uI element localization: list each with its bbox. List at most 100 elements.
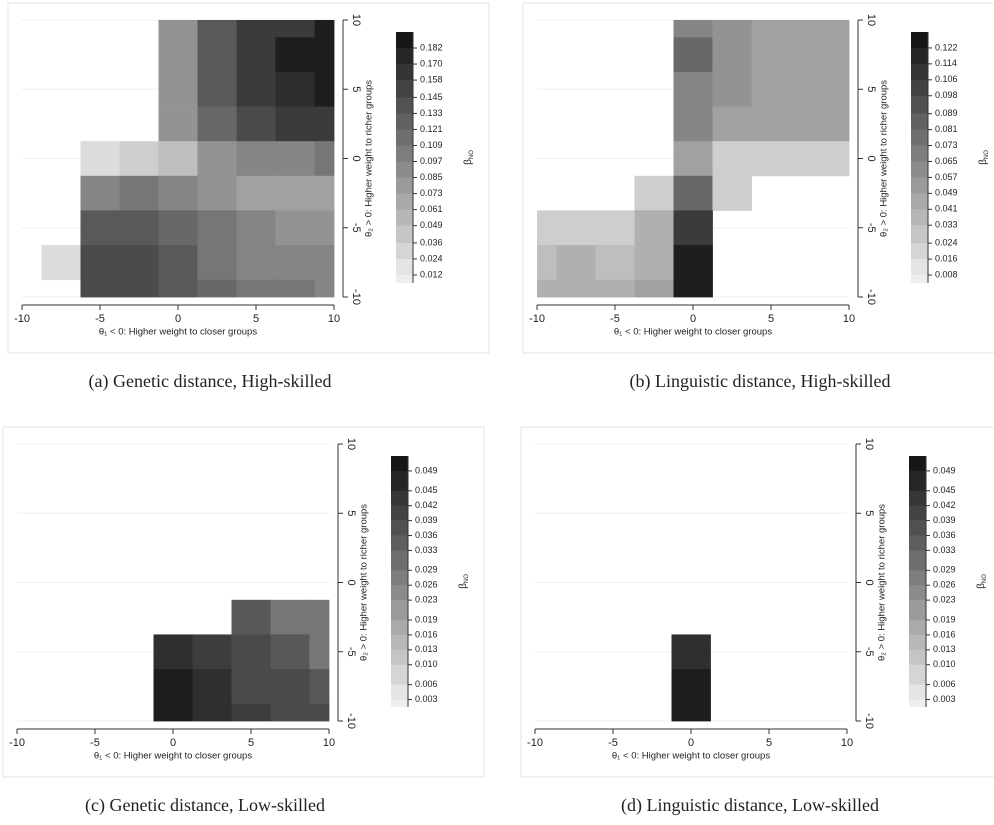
- heatmap-cell: [80, 245, 120, 281]
- heatmap-cell: [309, 703, 330, 722]
- x-tick-label: -5: [608, 737, 618, 749]
- colorbar-tick-label: 0.045: [933, 485, 956, 495]
- colorbar-bin: [911, 79, 928, 97]
- colorbar-title: βNO: [976, 574, 988, 589]
- heatmap-cell: [192, 703, 232, 722]
- colorbar-tick-label: 0.045: [415, 485, 438, 495]
- heatmap-cell: [119, 141, 159, 177]
- y-tick-label: -5: [865, 223, 877, 233]
- heatmap-cell: [231, 703, 271, 722]
- colorbar-tick-label: 0.122: [935, 42, 958, 52]
- heatmap-cell: [236, 141, 276, 177]
- colorbar-bin: [909, 550, 926, 571]
- caption: (c) Genetic distance, Low-skilled: [85, 795, 325, 816]
- heatmap-cell: [236, 279, 276, 298]
- colorbar-tick-label: 0.121: [420, 124, 443, 134]
- panel-frame: [520, 426, 994, 778]
- panel-frame: [7, 2, 490, 354]
- colorbar-tick-label: 0.049: [935, 188, 958, 198]
- y-tick-label: 0: [865, 155, 877, 161]
- colorbar-tick-label: 0.029: [415, 565, 438, 575]
- y-axis-title: θ₂ > 0: Higher weight to richer groups: [877, 504, 888, 661]
- colorbar-bin: [396, 145, 413, 162]
- colorbar-bin: [391, 456, 408, 472]
- colorbar-title-symbol: β: [463, 159, 474, 165]
- heatmap-cell: [158, 279, 198, 298]
- heatmap-cell: [153, 669, 193, 705]
- colorbar-tick-label: 0.041: [935, 204, 958, 214]
- colorbar-tick-label: 0.013: [933, 644, 956, 654]
- heatmap-cell: [158, 37, 198, 73]
- colorbar-bin: [911, 63, 928, 81]
- heatmap-cell: [537, 210, 557, 246]
- heatmap-cell: [275, 279, 315, 298]
- colorbar-bin: [396, 113, 413, 130]
- colorbar-tick-label: 0.006: [415, 679, 438, 689]
- heatmap-cell: [158, 175, 198, 211]
- heatmap-cell: [197, 245, 237, 281]
- colorbar-bin: [909, 585, 926, 601]
- colorbar-tick-label: 0.133: [420, 108, 443, 118]
- colorbar-tick-label: 0.033: [415, 545, 438, 555]
- colorbar-tick-label: 0.016: [415, 629, 438, 639]
- heatmap-cell: [192, 634, 232, 670]
- y-tick-label: 0: [345, 579, 357, 585]
- heatmap-cell: [236, 71, 276, 107]
- colorbar-tick-label: 0.049: [933, 465, 956, 475]
- colorbar-title-symbol: β: [978, 159, 989, 165]
- colorbar-tick-label: 0.029: [933, 565, 956, 575]
- x-tick-label: 10: [323, 737, 335, 749]
- colorbar-title-symbol: β: [976, 583, 987, 589]
- colorbar-bin: [911, 32, 928, 49]
- heatmap-cell: [275, 141, 315, 177]
- heatmap-cell: [829, 20, 850, 38]
- colorbar-bin: [391, 505, 408, 521]
- colorbar-tick-label: 0.109: [420, 140, 443, 150]
- heatmap-cell: [712, 37, 752, 73]
- heatmap-cell: [197, 20, 237, 38]
- heatmap-cell: [712, 106, 752, 142]
- y-tick-label: 5: [865, 86, 877, 92]
- colorbar-title-symbol: β: [458, 583, 469, 589]
- heatmap-cell: [192, 669, 232, 705]
- colorbar-tick-label: 0.008: [935, 269, 958, 279]
- colorbar-bin: [911, 161, 928, 178]
- heatmap-cell: [236, 175, 276, 211]
- heatmap-cell: [119, 210, 159, 246]
- x-tick-label: -10: [527, 737, 543, 749]
- heatmap-cell: [595, 279, 635, 298]
- colorbar-tick-label: 0.010: [933, 659, 956, 669]
- heatmap-cell: [314, 106, 335, 142]
- colorbar-tick-label: 0.036: [420, 237, 443, 247]
- heatmap-cell: [119, 245, 159, 281]
- heatmap-cell: [270, 634, 310, 670]
- colorbar-tick-label: 0.019: [415, 614, 438, 624]
- heatmap-cell: [197, 279, 237, 298]
- heatmap-cell: [790, 37, 830, 73]
- colorbar-tick-label: 0.073: [935, 140, 958, 150]
- x-tick-label: -10: [529, 313, 545, 325]
- colorbar-bin: [911, 259, 928, 276]
- heatmap-cell: [119, 279, 159, 298]
- colorbar-bin: [909, 634, 926, 651]
- heatmap-cell: [556, 279, 596, 298]
- colorbar-bin: [396, 225, 413, 244]
- heatmap-cell: [197, 141, 237, 177]
- colorbar-title-subscript: NO: [464, 574, 470, 583]
- panel-frame: [522, 2, 994, 354]
- colorbar-tick-label: 0.023: [933, 595, 956, 605]
- heatmap-cell: [751, 20, 791, 38]
- colorbar-tick-label: 0.170: [420, 58, 443, 68]
- y-tick-label: 0: [350, 155, 362, 161]
- heatmap-cell: [275, 210, 315, 246]
- colorbar-tick-label: 0.049: [420, 220, 443, 230]
- heatmap-cell: [275, 20, 315, 38]
- colorbar-bin: [911, 47, 928, 65]
- y-tick-label: 5: [345, 510, 357, 516]
- colorbar-tick-label: 0.016: [935, 253, 958, 263]
- colorbar-bin: [911, 177, 928, 194]
- colorbar-tick-label: 0.026: [933, 580, 956, 590]
- heatmap-cell: [751, 106, 791, 142]
- heatmap-cell: [270, 703, 310, 722]
- colorbar-title-subscript: NO: [469, 150, 475, 159]
